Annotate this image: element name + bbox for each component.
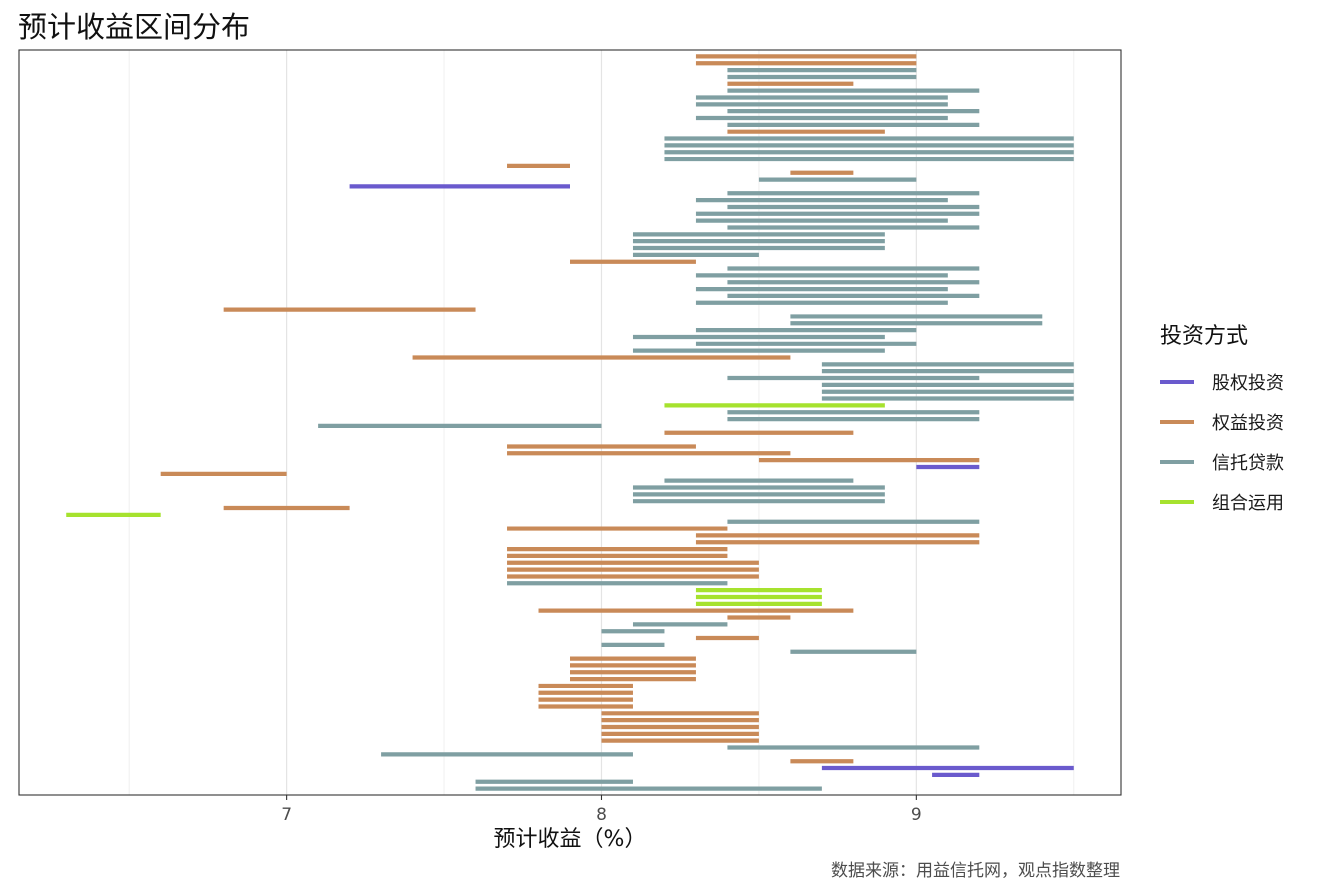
legend-key-swatch bbox=[1160, 460, 1194, 464]
legend-label: 权益投资 bbox=[1212, 413, 1284, 434]
legend-key-swatch bbox=[1160, 380, 1194, 384]
legend-title: 投资方式 bbox=[1160, 324, 1249, 349]
x-axis-ticks: 7 8 9 bbox=[281, 795, 922, 825]
legend-item: 信托贷款 bbox=[1160, 442, 1284, 482]
x-axis-label: 预计收益（%） bbox=[494, 827, 647, 852]
legend-item: 股权投资 bbox=[1160, 362, 1284, 402]
legend-label: 组合运用 bbox=[1212, 493, 1284, 514]
plot-panel-border bbox=[18, 49, 1122, 796]
legend-item: 权益投资 bbox=[1160, 402, 1284, 442]
x-tick-label: 7 bbox=[281, 805, 292, 825]
data-source-caption: 数据来源：用益信托网，观点指数整理 bbox=[831, 861, 1120, 881]
legend: 投资方式 股权投资权益投资信托贷款组合运用 bbox=[1160, 318, 1284, 522]
gridlines bbox=[128, 50, 1075, 795]
x-tick-label: 8 bbox=[596, 805, 607, 825]
legend-items: 股权投资权益投资信托贷款组合运用 bbox=[1160, 362, 1284, 522]
x-tick-label: 9 bbox=[911, 805, 922, 825]
legend-label: 信托贷款 bbox=[1212, 453, 1284, 474]
legend-label: 股权投资 bbox=[1212, 373, 1284, 394]
chart-title: 预计收益区间分布 bbox=[18, 10, 251, 44]
range-bars bbox=[66, 54, 1074, 791]
legend-key-swatch bbox=[1160, 500, 1194, 504]
legend-item: 组合运用 bbox=[1160, 482, 1284, 522]
legend-key-swatch bbox=[1160, 420, 1194, 424]
